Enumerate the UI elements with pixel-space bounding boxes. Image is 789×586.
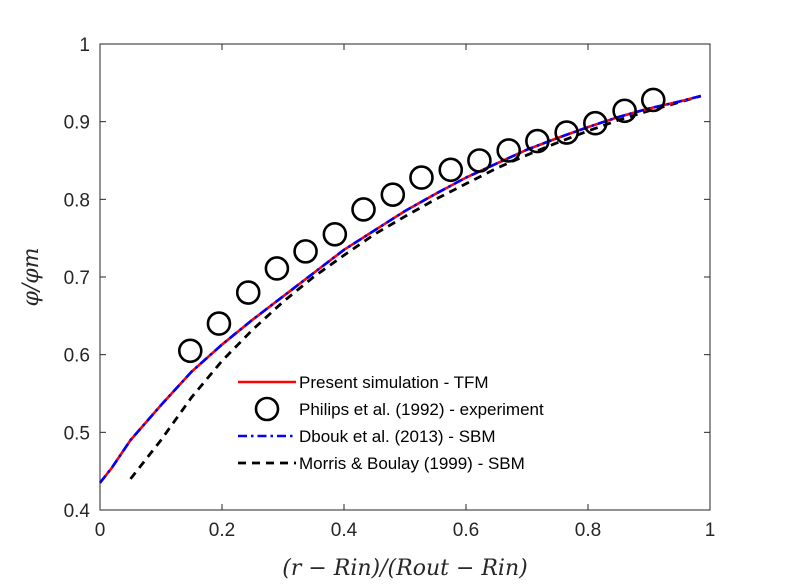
data-point [554, 120, 579, 145]
legend-label: Present simulation - TFM [299, 373, 489, 392]
y-tick-label: 0.8 [64, 190, 90, 211]
legend-entry-2: Dbouk et al. (2013) - SBM [238, 427, 496, 446]
data-point [177, 338, 203, 364]
data-point [293, 239, 318, 264]
data-point [409, 165, 434, 190]
data-point [467, 148, 492, 173]
ticks-layer: 0 0.2 0.4 0.6 0.8 1 0.4 0.5 0.6 0.7 0.8 0.9 1 [64, 35, 716, 541]
data-point [496, 138, 522, 163]
data-point [322, 221, 348, 247]
y-axis-label: φ/φm [19, 247, 44, 306]
data-point [583, 110, 608, 136]
series-3 [129, 94, 702, 480]
legend: Present simulation - TFM Philips et al. (… [238, 373, 544, 473]
y-tick-label: 0.7 [64, 268, 90, 289]
data-point [640, 87, 666, 113]
legend-entry-0: Present simulation - TFM [238, 373, 489, 392]
x-tick-label: 0.2 [209, 520, 235, 541]
data-point [380, 182, 406, 207]
x-tick-label: 0.6 [453, 520, 479, 541]
y-tick-label: 0.4 [64, 501, 91, 522]
legend-marker [254, 396, 280, 422]
x-axis-label: (r − Rin)/(Rout − Rin) [282, 556, 527, 581]
series-line [98, 94, 702, 484]
x-tick-label: 0.4 [331, 520, 358, 541]
y-tick-label: 0.9 [64, 113, 90, 134]
y-tick-label: 1 [79, 35, 90, 56]
data-point [351, 197, 376, 222]
data-point [612, 98, 637, 124]
x-tick-label: 0.8 [575, 520, 601, 541]
legend-label: Dbouk et al. (2013) - SBM [299, 427, 496, 446]
x-tick-label: 1 [705, 520, 716, 541]
legend-entry-1: Philips et al. (1992) - experiment [254, 396, 544, 422]
data-point [264, 256, 290, 281]
series-2 [98, 94, 702, 484]
legend-label: Philips et al. (1992) - experiment [299, 400, 544, 419]
series-line [129, 94, 702, 480]
legend-label: Morris & Boulay (1999) - SBM [299, 454, 525, 473]
data-point [206, 311, 232, 336]
y-tick-label: 0.5 [64, 423, 90, 444]
series-layer [98, 87, 702, 484]
series-1 [177, 87, 666, 364]
data-point [235, 280, 261, 305]
x-tick-label: 0 [95, 520, 106, 541]
data-point [438, 157, 464, 183]
legend-entry-3: Morris & Boulay (1999) - SBM [238, 454, 525, 473]
y-tick-label: 0.6 [64, 346, 90, 367]
data-point [525, 128, 550, 154]
